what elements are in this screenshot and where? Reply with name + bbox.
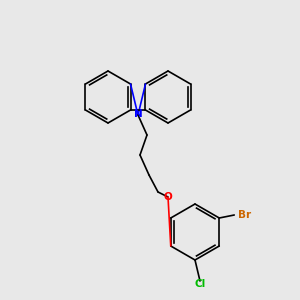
Text: N: N <box>134 109 142 119</box>
Text: O: O <box>164 192 172 202</box>
Text: Cl: Cl <box>194 279 206 289</box>
Text: Br: Br <box>238 210 251 220</box>
